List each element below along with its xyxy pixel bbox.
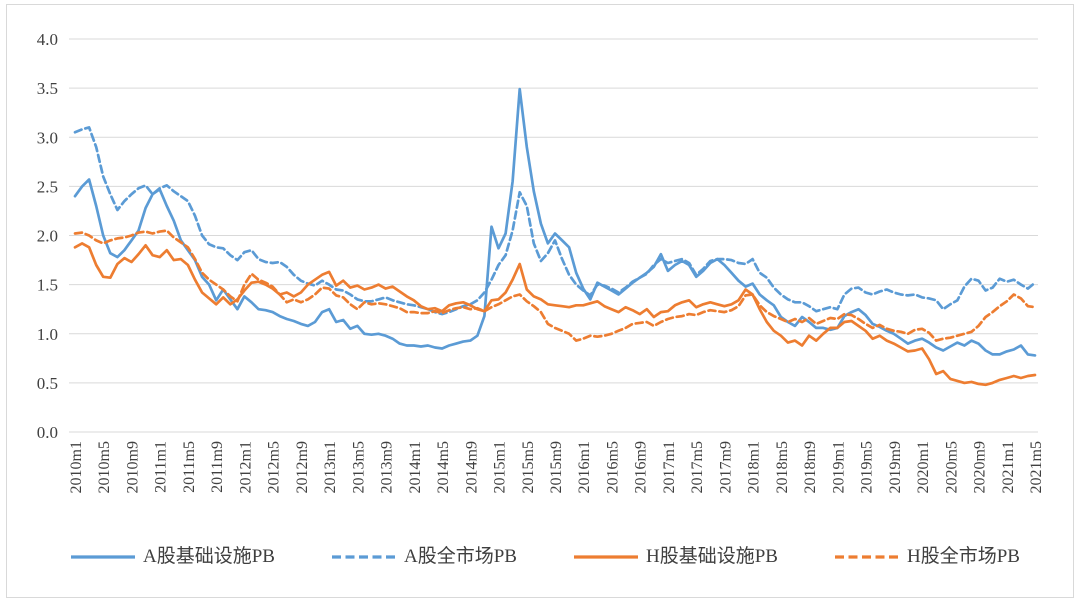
x-axis-tick-label: 2018m1 <box>746 441 763 493</box>
y-axis-tick-label: 1.0 <box>37 325 58 344</box>
y-axis-tick-label: 1.5 <box>37 276 58 295</box>
x-axis-tick-label: 2015m9 <box>548 441 565 493</box>
x-axis-tick-label: 2014m1 <box>407 441 424 493</box>
x-axis-tick-label: 2019m1 <box>830 441 847 493</box>
x-axis-tick-label: 2011m9 <box>209 441 226 493</box>
x-axis-tick-label: 2010m5 <box>96 441 113 493</box>
series-a-whole-market-pb-line <box>73 126 1037 316</box>
x-axis-tick-label: 2018m5 <box>774 441 791 493</box>
x-axis-tick-label: 2020m1 <box>915 441 932 493</box>
x-axis-tick-label: 2013m5 <box>350 441 367 493</box>
x-axis-tick-labels: 2010m1 2010m5 2010m9 2011m1 2011m5 2011m9 2012… <box>68 441 1045 493</box>
x-axis-tick-label: 2018m9 <box>802 441 819 493</box>
x-axis-tick-label: 2015m1 <box>492 441 509 493</box>
legend-line-sample-solid-blue-icon <box>71 554 135 559</box>
y-axis-tick-label: 2.0 <box>37 227 58 246</box>
legend-line-sample-dashed-blue-icon <box>332 554 396 559</box>
x-axis-tick-label: 2012m1 <box>237 441 254 493</box>
x-axis-tick-label: 2017m1 <box>661 441 678 493</box>
legend-item-h-whole-market: H股全市场PB <box>834 547 1020 566</box>
x-axis-tick-label: 2010m1 <box>68 441 85 493</box>
x-axis-tick-label: 2017m9 <box>717 441 734 493</box>
y-axis-tick-label: 3.0 <box>37 128 58 147</box>
x-axis-tick-label: 2021m1 <box>1000 441 1017 493</box>
x-axis-tick-label: 2011m5 <box>181 441 198 493</box>
x-axis-tick-label: 2011m1 <box>153 441 170 493</box>
x-axis-tick-label: 2014m5 <box>435 441 452 493</box>
legend-label-a-infrastructure: A股基础设施PB <box>143 546 275 567</box>
legend-line-sample-solid-orange-icon <box>574 554 638 559</box>
legend-item-a-whole-market: A股全市场PB <box>331 547 517 566</box>
legend-label-h-infrastructure: H股基础设施PB <box>646 546 778 567</box>
series-a-infrastructure-pb-line <box>73 87 1037 357</box>
legend-label-a-whole-market: A股全市场PB <box>404 546 517 567</box>
y-axis-tick-label: 0.0 <box>37 423 58 442</box>
y-axis-tick-labels: 0.0 0.5 1.0 1.5 2.0 2.5 3.0 3.5 4.0 <box>37 30 58 442</box>
legend-label-h-whole-market: H股全市场PB <box>907 546 1020 567</box>
x-axis-tick-label: 2017m5 <box>689 441 706 493</box>
y-axis-tick-label: 3.5 <box>37 79 58 98</box>
x-axis-tick-label: 2019m5 <box>859 441 876 493</box>
series-h-infrastructure-pb-line <box>73 242 1037 387</box>
chart-border <box>6 4 1074 598</box>
x-axis-tick-label: 2016m1 <box>576 441 593 493</box>
x-axis-tick-label: 2010m9 <box>124 441 141 493</box>
x-axis-tick-label: 2020m9 <box>972 441 989 493</box>
y-axis-tick-label: 0.5 <box>37 374 58 393</box>
chart-legend: A股基础设施PB A股全市场PB H股基础设施PB H股全市场PB <box>70 547 1020 566</box>
x-axis-tick-label: 2021m5 <box>1028 441 1045 493</box>
legend-line-sample-dashed-orange-icon <box>835 554 899 559</box>
legend-item-h-infrastructure: H股基础设施PB <box>573 547 778 566</box>
legend-item-a-infrastructure: A股基础设施PB <box>70 547 275 566</box>
x-axis-tick-label: 2013m1 <box>322 441 339 493</box>
x-axis-tick-label: 2014m9 <box>463 441 480 493</box>
x-axis-tick-label: 2013m9 <box>379 441 396 493</box>
x-axis-tick-label: 2016m9 <box>633 441 650 493</box>
x-axis-tick-label: 2019m9 <box>887 441 904 493</box>
y-axis-tick-label: 4.0 <box>37 30 58 49</box>
x-axis-tick-label: 2015m5 <box>520 441 537 493</box>
x-axis-tick-label: 2012m5 <box>266 441 283 493</box>
y-axis-tick-label: 2.5 <box>37 177 58 196</box>
x-axis-tick-label: 2016m5 <box>604 441 621 493</box>
series-h-whole-market-pb-line <box>73 229 1037 342</box>
x-axis-tick-label: 2020m5 <box>943 441 960 493</box>
x-axis-tick-label: 2012m9 <box>294 441 311 493</box>
